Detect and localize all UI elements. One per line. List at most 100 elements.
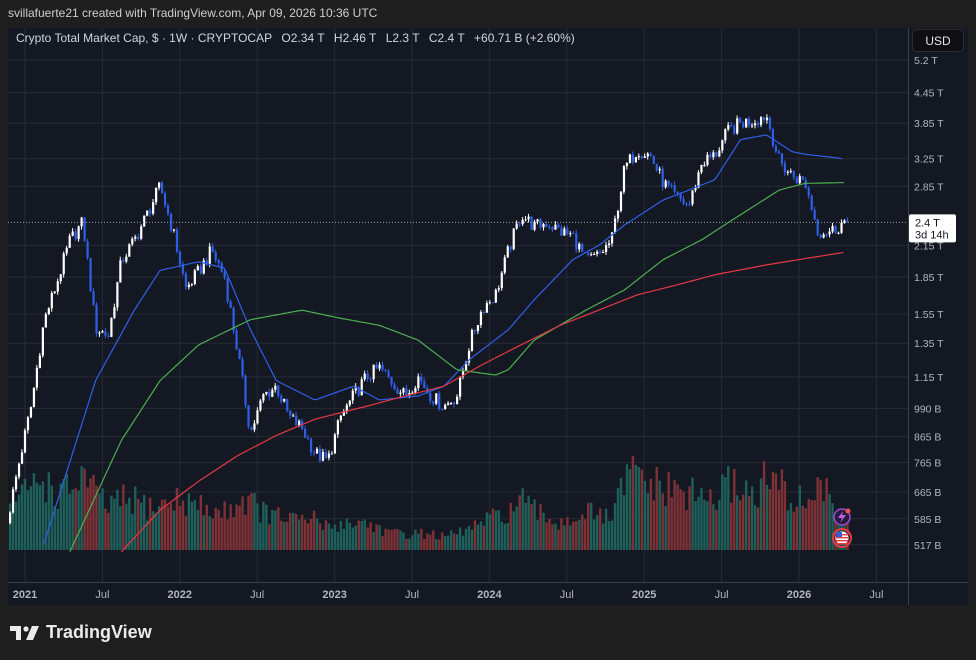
volume-bar <box>140 502 143 550</box>
us-flag-event-icon[interactable] <box>832 528 852 548</box>
volume-bar <box>771 472 775 550</box>
candle-body <box>545 223 548 227</box>
volume-bar <box>598 508 602 550</box>
symbol-legend: Crypto Total Market Cap, $ · 1W · CRYPTO… <box>16 31 581 45</box>
volume-bar <box>277 507 280 550</box>
candle-body <box>789 171 792 173</box>
volume-bar <box>426 533 429 550</box>
volume-bar <box>381 535 384 550</box>
volume-bar <box>759 478 763 550</box>
candle-body <box>98 332 101 334</box>
candle-body <box>9 512 12 524</box>
candle-body <box>643 156 646 158</box>
candle-body <box>485 303 488 313</box>
candle-body <box>104 331 107 336</box>
legend-low: L2.3 T <box>385 31 420 45</box>
volume-bar <box>17 494 21 550</box>
volume-bar <box>733 468 736 550</box>
candle-body <box>178 251 182 265</box>
volume-bar <box>819 479 822 550</box>
candle-body <box>283 398 286 402</box>
candle-body <box>429 392 432 402</box>
flag-stripe <box>836 537 848 539</box>
candle-body <box>20 452 24 464</box>
volume-bar <box>268 524 271 550</box>
volume-bar <box>789 503 793 550</box>
candles <box>9 114 849 525</box>
volume-bar <box>321 529 325 550</box>
currency-button[interactable]: USD <box>912 29 964 52</box>
candle-body <box>688 203 691 205</box>
candle-body <box>312 452 316 454</box>
candle-body <box>575 233 578 250</box>
volume-bar <box>223 501 226 550</box>
candle-body <box>548 226 551 228</box>
volume-bar <box>500 521 503 550</box>
candle-body <box>762 117 766 121</box>
candle-body <box>533 221 536 230</box>
candle-body <box>196 266 199 271</box>
volume-bar <box>432 530 435 550</box>
volume-bar <box>512 511 515 550</box>
candle-body <box>351 390 354 401</box>
candle-body <box>819 235 822 238</box>
volume-bar <box>193 499 197 550</box>
candle-body <box>295 415 298 426</box>
volume-bar <box>384 528 387 550</box>
price-tick-label: 1.85 T <box>914 272 944 284</box>
candle-body <box>727 125 730 130</box>
tradingview-logo[interactable]: TradingView <box>10 622 152 643</box>
volume-bar <box>312 510 316 550</box>
volume-bar <box>393 529 396 550</box>
candle-body <box>488 302 491 304</box>
candle-body <box>771 129 775 147</box>
candle-body <box>649 153 652 156</box>
candle-body <box>694 187 697 191</box>
volume-bar <box>26 490 30 550</box>
candle-body <box>712 152 715 158</box>
candle-body <box>786 171 789 173</box>
candle-body <box>65 247 68 254</box>
candle-body <box>146 210 149 216</box>
candle-body <box>315 448 319 454</box>
volume-bar <box>253 492 256 550</box>
candle-body <box>509 246 512 250</box>
volume-bar <box>292 512 295 550</box>
volume-bar <box>631 455 635 550</box>
volume-bar <box>461 535 465 550</box>
candle-body <box>330 453 334 455</box>
candle-body <box>128 244 131 257</box>
candle-body <box>274 385 277 390</box>
candle-body <box>318 448 322 461</box>
volume-bar <box>280 520 283 550</box>
candle-body <box>241 359 244 376</box>
candle-body <box>754 123 757 126</box>
candle-body <box>181 264 185 274</box>
volume-bar <box>399 530 402 550</box>
candle-body <box>32 387 36 408</box>
volume-bar <box>688 486 691 550</box>
volume-bar <box>229 504 232 550</box>
volume-bar <box>572 521 575 550</box>
volume-bar <box>592 519 596 550</box>
candle-body <box>587 253 590 255</box>
candle-body <box>375 364 378 369</box>
time-tick-label: Jul <box>250 589 264 601</box>
volume-bar <box>661 493 664 550</box>
candle-body <box>202 260 205 274</box>
volume-bar <box>670 497 673 550</box>
volume-bar <box>718 499 721 550</box>
volume-bar <box>563 525 566 550</box>
volume-bar <box>750 486 754 550</box>
volume-bar <box>366 527 369 550</box>
lightning-event-icon[interactable] <box>833 508 851 526</box>
volume-bar <box>163 499 167 550</box>
volume-bar <box>187 493 191 550</box>
legend-change: +60.71 B (+2.60%) <box>474 31 575 45</box>
volume-bar <box>658 480 661 550</box>
volume-bar <box>756 507 760 550</box>
volume-bar <box>390 529 393 550</box>
volume-bar <box>8 503 12 550</box>
candle-body <box>29 407 33 418</box>
